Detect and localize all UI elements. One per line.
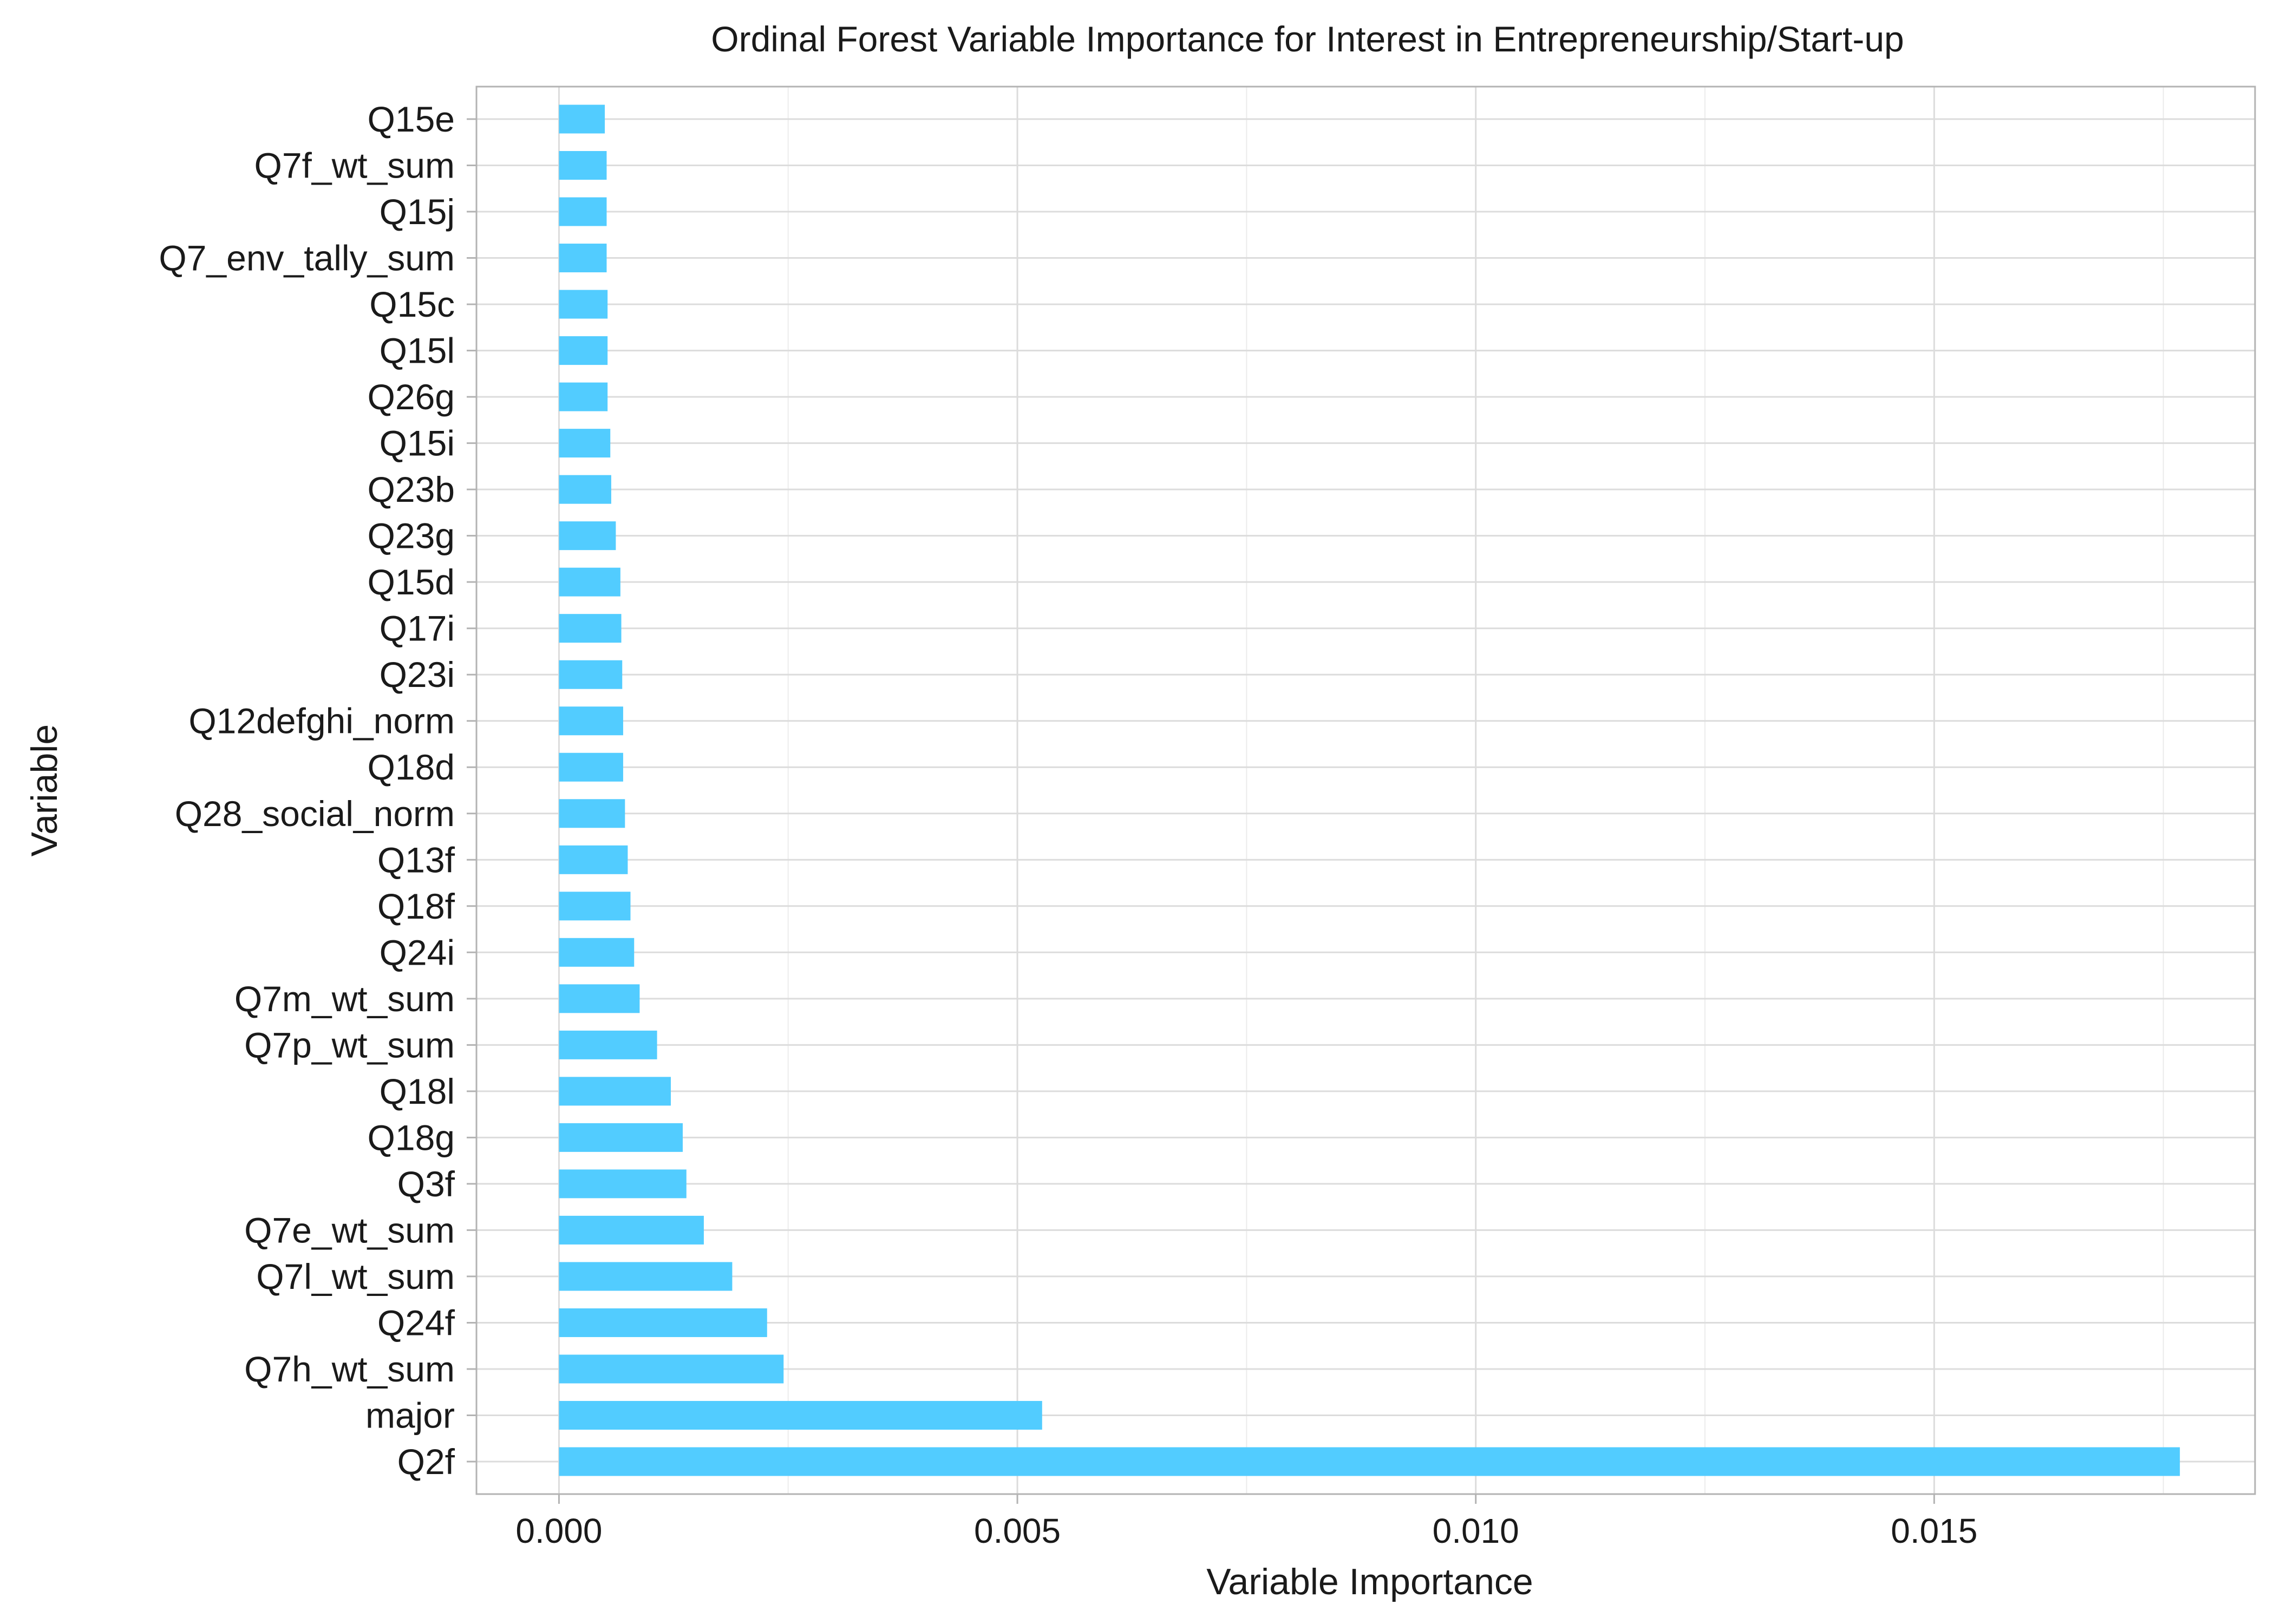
x-tick-label: 0.000 — [515, 1511, 602, 1550]
bar-Q15j — [559, 197, 607, 226]
y-tick-label: Q3f — [397, 1164, 455, 1204]
bar-Q7l_wt_sum — [559, 1262, 733, 1291]
bar-Q15c — [559, 290, 608, 319]
y-tick-label: Q23b — [368, 469, 455, 509]
y-tick-label: Q24f — [377, 1302, 455, 1343]
y-tick-label: Q7e_wt_sum — [244, 1210, 455, 1250]
x-tick-label: 0.010 — [1433, 1511, 1519, 1550]
y-axis-title: Variable — [24, 724, 65, 856]
y-tick-label: Q13f — [377, 840, 455, 880]
bar-Q12defghi_norm — [559, 706, 623, 736]
bar-Q15i — [559, 429, 611, 458]
y-tick-label: Q18l — [380, 1071, 455, 1111]
chart-title: Ordinal Forest Variable Importance for I… — [711, 19, 1904, 59]
y-tick-label: Q7l_wt_sum — [256, 1256, 455, 1296]
bar-Q7e_wt_sum — [559, 1215, 704, 1245]
x-tick-label: 0.005 — [974, 1511, 1061, 1550]
y-tick-label: Q7h_wt_sum — [244, 1349, 455, 1389]
bar-Q28_social_norm — [559, 799, 625, 828]
x-axis-title: Variable Importance — [1206, 1561, 1533, 1602]
bar-Q17i — [559, 614, 622, 643]
bar-Q7m_wt_sum — [559, 984, 640, 1013]
y-tick-label: Q2f — [397, 1442, 455, 1482]
bar-major — [559, 1400, 1042, 1430]
y-tick-label: Q7_env_tally_sum — [159, 238, 455, 278]
y-tick-label: Q7p_wt_sum — [244, 1025, 455, 1065]
bar-Q3f — [559, 1169, 687, 1199]
bar-Q15d — [559, 567, 620, 597]
bar-Q15e — [559, 104, 605, 134]
y-tick-label: Q7m_wt_sum — [234, 979, 455, 1019]
x-axis-ticks: 0.000 0.005 0.010 0.015 — [515, 1494, 1977, 1550]
y-tick-label: Q15j — [380, 192, 455, 232]
plot-panel-border — [475, 86, 2256, 1495]
y-tick-label: Q15i — [380, 423, 455, 463]
bars — [559, 104, 2180, 1476]
y-tick-label: Q18f — [377, 886, 455, 926]
y-tick-label: Q28_social_norm — [175, 794, 455, 834]
bar-Q18d — [559, 752, 623, 782]
y-tick-label: Q23g — [368, 516, 455, 556]
bar-Q7f_wt_sum — [559, 151, 607, 180]
bar-Q2f — [559, 1447, 2180, 1476]
y-tick-label: Q23i — [380, 654, 455, 695]
bar-Q23i — [559, 660, 623, 689]
y-tick-label: major — [365, 1395, 455, 1435]
bar-Q15l — [559, 336, 608, 365]
bar-Q18f — [559, 892, 631, 921]
bar-Q23b — [559, 475, 611, 504]
bar-Q13f — [559, 845, 628, 874]
bar-Q26g — [559, 382, 608, 411]
bar-Q18l — [559, 1077, 671, 1106]
y-tick-label: Q18g — [368, 1117, 455, 1157]
y-tick-label: Q24i — [380, 932, 455, 972]
bar-Q23g — [559, 521, 616, 551]
bar-Q24i — [559, 938, 635, 967]
bar-Q7_env_tally_sum — [559, 244, 607, 273]
y-tick-label: Q26g — [368, 377, 455, 417]
y-tick-label: Q18d — [368, 747, 455, 787]
y-tick-label: Q15e — [368, 99, 455, 139]
bar-Q24f — [559, 1308, 767, 1337]
y-tick-label: Q15c — [369, 284, 455, 324]
y-tick-label: Q17i — [380, 608, 455, 649]
y-tick-label: Q15l — [380, 331, 455, 371]
grid-lines — [476, 87, 2255, 1494]
y-tick-label: Q7f_wt_sum — [254, 146, 455, 186]
bar-Q7h_wt_sum — [559, 1354, 784, 1384]
x-tick-label: 0.015 — [1891, 1511, 1977, 1550]
y-tick-label: Q15d — [368, 562, 455, 602]
y-tick-label: Q12defghi_norm — [188, 701, 455, 741]
y-axis-category-labels: Q15e Q7f_wt_sum Q15j Q7_env_tally_sum Q15c Q1… — [159, 99, 476, 1482]
bar-Q18g — [559, 1123, 683, 1152]
bar-Q7p_wt_sum — [559, 1030, 657, 1059]
